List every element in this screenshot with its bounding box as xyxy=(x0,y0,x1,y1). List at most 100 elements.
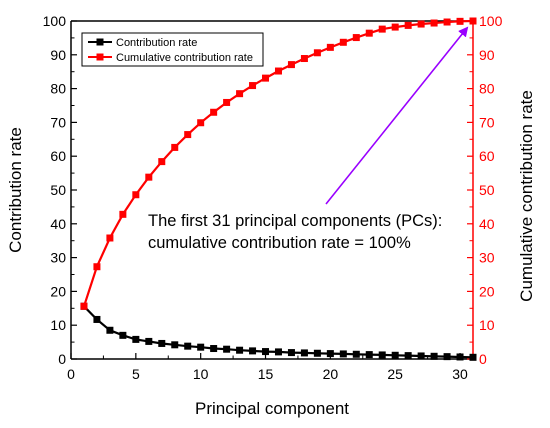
y-right-tick-label: 40 xyxy=(479,216,495,232)
y-left-tick-label: 90 xyxy=(50,47,66,63)
data-point-contribution-rate xyxy=(404,352,412,360)
data-point-cumulative-contribution-rate xyxy=(456,17,464,25)
data-point-contribution-rate xyxy=(171,341,179,349)
data-point-contribution-rate xyxy=(210,345,218,353)
data-point-contribution-rate xyxy=(93,315,101,323)
y-right-tick-label: 70 xyxy=(479,114,495,130)
x-tick-label: 10 xyxy=(193,366,209,382)
x-tick-label: 5 xyxy=(132,366,140,382)
data-point-cumulative-contribution-rate xyxy=(430,19,438,27)
y-right-tick-label: 30 xyxy=(479,250,495,266)
data-point-cumulative-contribution-rate xyxy=(417,20,425,28)
y-right-tick-label: 50 xyxy=(479,182,495,198)
data-point-contribution-rate xyxy=(326,350,334,358)
data-point-contribution-rate xyxy=(378,351,386,359)
data-point-cumulative-contribution-rate xyxy=(391,23,399,31)
annotation-line-1: The first 31 principal components (PCs): xyxy=(148,212,442,230)
data-point-cumulative-contribution-rate xyxy=(443,18,451,26)
data-point-cumulative-contribution-rate xyxy=(287,61,295,69)
x-tick-label: 25 xyxy=(387,366,403,382)
data-point-cumulative-contribution-rate xyxy=(119,210,127,218)
data-point-cumulative-contribution-rate xyxy=(339,38,347,46)
data-point-contribution-rate xyxy=(287,349,295,357)
data-point-contribution-rate xyxy=(119,331,127,339)
y-left-tick-label: 10 xyxy=(50,317,66,333)
y-right-tick-label: 90 xyxy=(479,47,495,63)
data-point-cumulative-contribution-rate xyxy=(313,49,321,57)
y-left-tick-label: 70 xyxy=(50,114,66,130)
y-right-tick-label: 20 xyxy=(479,283,495,299)
data-point-contribution-rate xyxy=(145,337,153,345)
plot-frame xyxy=(70,20,474,360)
data-point-cumulative-contribution-rate xyxy=(262,74,270,82)
data-point-contribution-rate xyxy=(443,353,451,361)
data-point-contribution-rate xyxy=(300,349,308,357)
y-left-tick-label: 50 xyxy=(50,182,66,198)
data-point-contribution-rate xyxy=(106,326,114,334)
data-point-contribution-rate xyxy=(352,350,360,358)
annotation: The first 31 principal components (PCs):… xyxy=(148,26,469,252)
data-point-contribution-rate xyxy=(417,352,425,360)
data-point-contribution-rate xyxy=(365,351,373,359)
data-point-contribution-rate xyxy=(313,349,321,357)
y-left-tick-label: 0 xyxy=(58,351,66,367)
data-point-cumulative-contribution-rate xyxy=(223,98,231,106)
legend-box xyxy=(81,32,264,67)
data-point-contribution-rate xyxy=(430,352,438,360)
y-right-axis-ticks: 0 10 20 30 40 50 60 70 80 90 100 xyxy=(467,13,503,367)
y-right-tick-label: 100 xyxy=(479,13,503,29)
data-point-contribution-rate xyxy=(132,335,140,343)
data-point-cumulative-contribution-rate xyxy=(404,21,412,29)
data-point-cumulative-contribution-rate xyxy=(197,119,205,127)
y-left-tick-label: 30 xyxy=(50,250,66,266)
annotation-arrow xyxy=(325,26,469,205)
data-point-contribution-rate xyxy=(469,353,477,361)
y-right-tick-label: 10 xyxy=(479,317,495,333)
data-point-cumulative-contribution-rate xyxy=(365,29,373,37)
data-point-cumulative-contribution-rate xyxy=(210,108,218,116)
y-right-tick-label: 60 xyxy=(479,148,495,164)
data-point-cumulative-contribution-rate xyxy=(158,158,166,166)
data-point-contribution-rate xyxy=(184,342,192,350)
legend: Contribution rate Cumulative contributio… xyxy=(81,32,264,67)
legend-entry-contribution-rate: Contribution rate xyxy=(88,37,197,49)
y-left-tick-label: 100 xyxy=(43,13,67,29)
y-left-tick-label: 60 xyxy=(50,148,66,164)
annotation-line-2: cumulative contribution rate = 100% xyxy=(148,234,411,252)
data-point-cumulative-contribution-rate xyxy=(171,143,179,151)
y-left-axis-title: Contribution rate xyxy=(6,127,25,253)
data-point-cumulative-contribution-rate xyxy=(274,67,282,75)
data-point-contribution-rate xyxy=(456,353,464,361)
y-left-tick-label: 80 xyxy=(50,81,66,97)
data-point-cumulative-contribution-rate xyxy=(326,43,334,51)
data-point-contribution-rate xyxy=(249,347,257,355)
data-point-cumulative-contribution-rate xyxy=(249,82,257,90)
y-left-tick-label: 40 xyxy=(50,216,66,232)
y-right-tick-label: 0 xyxy=(479,351,487,367)
data-point-contribution-rate xyxy=(274,348,282,356)
data-point-cumulative-contribution-rate xyxy=(236,90,244,98)
x-tick-label: 30 xyxy=(452,366,468,382)
data-point-contribution-rate xyxy=(223,345,231,353)
data-point-cumulative-contribution-rate xyxy=(145,173,153,181)
data-point-cumulative-contribution-rate xyxy=(469,17,477,25)
legend-entry-cumulative-contribution-rate: Cumulative contribution rate xyxy=(88,52,253,64)
data-point-contribution-rate xyxy=(158,339,166,347)
legend-label-cumulative-contribution-rate: Cumulative contribution rate xyxy=(116,52,253,64)
data-point-contribution-rate xyxy=(236,346,244,354)
y-right-tick-label: 80 xyxy=(479,81,495,97)
y-left-axis-ticks: 0 10 20 30 40 50 60 70 80 90 100 xyxy=(43,13,77,367)
data-point-cumulative-contribution-rate xyxy=(184,131,192,139)
data-point-contribution-rate xyxy=(197,343,205,351)
data-point-cumulative-contribution-rate xyxy=(93,263,101,271)
data-point-cumulative-contribution-rate xyxy=(80,302,88,310)
series-layer xyxy=(80,17,477,361)
x-tick-label: 15 xyxy=(258,366,274,382)
legend-swatch-marker xyxy=(96,53,104,61)
y-left-tick-label: 20 xyxy=(50,283,66,299)
legend-label-contribution-rate: Contribution rate xyxy=(116,37,197,49)
data-point-cumulative-contribution-rate xyxy=(132,191,140,199)
data-point-cumulative-contribution-rate xyxy=(300,55,308,63)
data-point-contribution-rate xyxy=(339,350,347,358)
